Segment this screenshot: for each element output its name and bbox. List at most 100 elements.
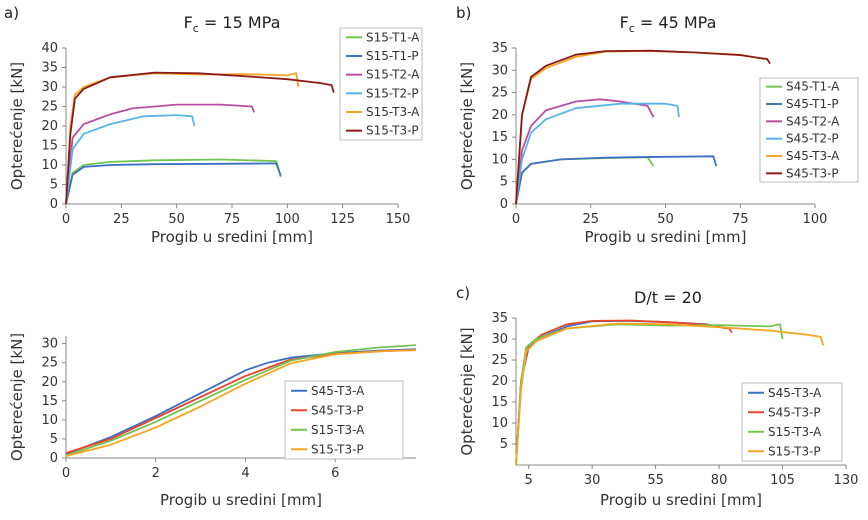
- legend-item-label: S15-T2-A: [366, 68, 420, 82]
- series-line-S45-T3-P: [515, 49, 771, 205]
- x-tick-label: 100: [803, 212, 828, 227]
- series-line-S45-T2-P: [515, 102, 680, 205]
- legend: S15-T1-A S15-T1-P S15-T2-A S15-T2-P S15-T3-A…: [339, 27, 423, 141]
- chart-panel-3: 0 2 4 6 0 5 10 15 20 25 30 Progib u sredini [mm] Opt…: [8, 333, 417, 509]
- series-line-S15-T2-A: [65, 103, 255, 205]
- y-tick-label: 15: [41, 139, 58, 154]
- series-line-S45-T3-P: [515, 319, 733, 466]
- legend-item-label: S45-T3-A: [768, 386, 822, 400]
- y-tick-label: 20: [41, 119, 58, 134]
- y-tick-label: 35: [41, 61, 58, 76]
- legend-item-label: S45-T3-P: [768, 405, 821, 419]
- y-tick-label: 10: [491, 152, 508, 167]
- chart-panel-1: 0 25 50 75 100 125 150 0 5 10 15 20 25 30 35 40 Progib u…: [4, 4, 423, 246]
- legend-item-label: S45-T3-A: [311, 384, 365, 398]
- y-tick-label: 0: [50, 451, 58, 466]
- y-tick-label: 15: [41, 394, 58, 409]
- chart-panel-2: 0 25 50 75 100 0 5 10 15 20 25 30 35 Progib u sredini…: [456, 4, 859, 246]
- x-axis-label: Progib u sredini [mm]: [160, 491, 322, 509]
- legend-item-label: S45-T2-P: [786, 132, 839, 146]
- y-axis-label: Opterećenje [kN]: [8, 62, 26, 190]
- panel-label: b): [456, 4, 471, 22]
- y-tick-label: 40: [41, 41, 58, 56]
- chart-panel-4: 5 30 55 80 105 130 5 10 15 20 25 30 35 Progib u sredi…: [456, 284, 858, 509]
- x-tick-label: 50: [657, 212, 674, 227]
- series-line-S15-T2-P: [65, 114, 196, 205]
- series-line-S45-T1-A: [515, 156, 655, 205]
- y-tick-label: 30: [41, 337, 58, 352]
- y-tick-label: 10: [491, 416, 508, 431]
- x-tick-label: 6: [331, 466, 339, 481]
- y-tick-label: 20: [41, 375, 58, 390]
- series-line-S15-T1-P: [65, 162, 282, 205]
- legend-item-label: S15-T2-P: [366, 86, 419, 100]
- y-tick-label: 35: [491, 311, 508, 326]
- legend-item-label: S15-T3-P: [768, 444, 821, 458]
- x-axis-label: Progib u sredini [mm]: [151, 228, 313, 246]
- series-line-S15-T3-A: [65, 344, 417, 457]
- y-axis-label: Opterećenje [kN]: [8, 333, 26, 461]
- series-line-S15-T3-A: [65, 72, 300, 205]
- y-tick-label: 20: [491, 108, 508, 123]
- legend-item-label: S45-T2-A: [786, 114, 840, 128]
- legend: S45-T3-A S45-T3-P S15-T3-A S15-T3-P: [284, 380, 404, 460]
- x-axis-label: Progib u sredini [mm]: [585, 228, 747, 246]
- y-axis-label: Opterećenje [kN]: [458, 62, 476, 190]
- x-tick-label: 0: [62, 212, 70, 227]
- chart-title: Fc = 15 MPa: [184, 13, 281, 35]
- x-tick-label: 5: [525, 473, 533, 488]
- legend-box: [284, 380, 404, 460]
- series-line-S15-T1-A: [65, 158, 282, 205]
- legend-item-label: S15-T1-A: [366, 30, 420, 44]
- x-tick-label: 130: [834, 473, 859, 488]
- series-line-S45-T3-A: [515, 319, 727, 466]
- series-line-S15-T3-P: [515, 322, 825, 466]
- y-tick-label: 30: [491, 63, 508, 78]
- y-tick-label: 20: [491, 374, 508, 389]
- legend-item-label: S45-T3-P: [786, 166, 839, 180]
- x-tick-label: 100: [275, 212, 300, 227]
- legend-item-label: S15-T3-A: [366, 105, 420, 119]
- y-tick-label: 25: [491, 86, 508, 101]
- x-tick-label: 4: [241, 466, 249, 481]
- y-tick-label: 5: [500, 437, 508, 452]
- legend-item-label: S15-T3-A: [768, 425, 822, 439]
- y-tick-label: 0: [50, 197, 58, 212]
- x-tick-label: 30: [584, 473, 601, 488]
- x-tick-label: 75: [224, 212, 241, 227]
- y-tick-label: 10: [41, 158, 58, 173]
- x-tick-label: 55: [647, 473, 664, 488]
- y-tick-label: 35: [491, 41, 508, 56]
- y-tick-label: 0: [500, 197, 508, 212]
- series-line-S15-T3-P: [65, 71, 335, 205]
- y-tick-label: 30: [491, 332, 508, 347]
- legend-item-label: S15-T3-P: [311, 442, 364, 456]
- legend-box: [759, 77, 859, 183]
- legend-item-label: S45-T3-P: [311, 403, 364, 417]
- legend-item-label: S15-T3-P: [366, 124, 419, 138]
- legend-box: [741, 382, 843, 462]
- y-tick-label: 15: [491, 130, 508, 145]
- panel-label: a): [4, 4, 19, 22]
- x-tick-label: 150: [386, 212, 411, 227]
- legend: S45-T1-A S45-T1-P S45-T2-A S45-T2-P S45-T3-A…: [759, 77, 859, 183]
- series-line-S45-T2-A: [515, 98, 655, 205]
- y-axis-label: Opterećenje [kN]: [458, 327, 476, 455]
- y-tick-label: 10: [41, 413, 58, 428]
- x-tick-label: 125: [330, 212, 355, 227]
- x-tick-label: 80: [711, 473, 728, 488]
- chart-title: D/t = 20: [634, 288, 702, 307]
- y-tick-label: 25: [491, 353, 508, 368]
- series-line-S45-T1-P: [515, 155, 718, 205]
- x-tick-label: 0: [62, 466, 70, 481]
- x-tick-label: 25: [113, 212, 130, 227]
- y-tick-label: 30: [41, 80, 58, 95]
- x-axis-label: Progib u sredini [mm]: [600, 491, 762, 509]
- y-tick-label: 5: [50, 432, 58, 447]
- legend-box: [339, 27, 423, 141]
- series-line-S45-T3-A: [515, 50, 765, 205]
- legend-item-label: S45-T3-A: [786, 149, 840, 163]
- x-tick-label: 0: [512, 212, 520, 227]
- x-tick-label: 25: [582, 212, 599, 227]
